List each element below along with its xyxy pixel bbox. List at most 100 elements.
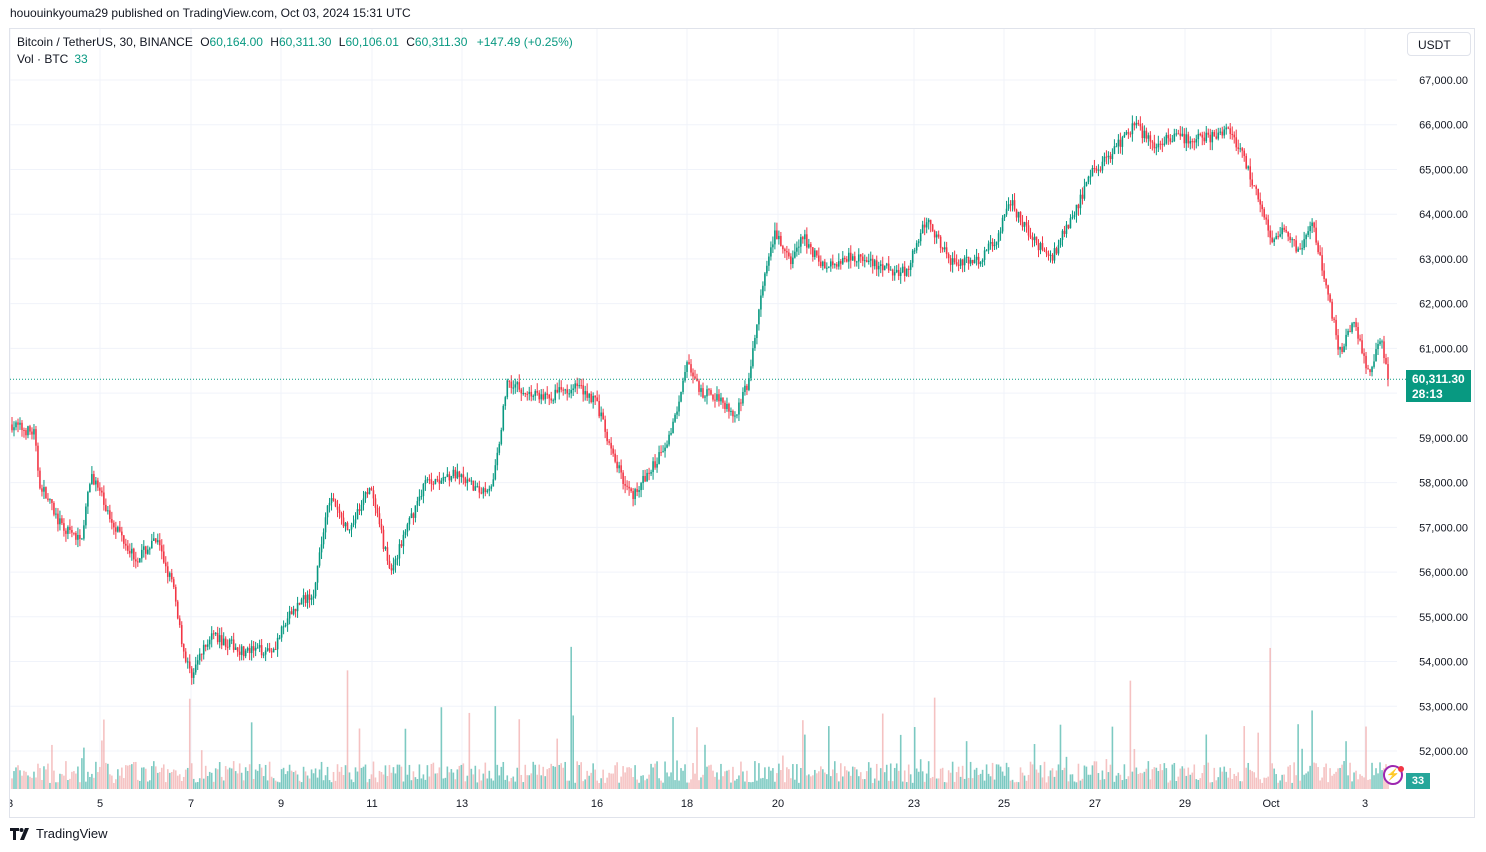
candle-body (224, 638, 227, 647)
volume-bar (945, 782, 948, 789)
candle-body (552, 400, 555, 402)
volume-bar (897, 770, 900, 789)
chart-pane[interactable]: 67,000.00 66,000.00 65,000.00 64,000.00 63,0… (9, 28, 1475, 818)
volume-bar (166, 769, 169, 789)
volume-bar (540, 775, 543, 789)
candle-body (166, 566, 169, 577)
price-chart[interactable]: 67,000.00 66,000.00 65,000.00 64,000.00 63,0… (10, 29, 1476, 819)
candle-body (696, 378, 698, 382)
volume-bar (143, 767, 145, 789)
volume-bar (506, 775, 509, 789)
candle-body (206, 644, 209, 647)
candle-body (642, 475, 644, 484)
candle-body (818, 255, 820, 262)
volume-bar (1153, 767, 1156, 789)
volume-bar (628, 767, 630, 789)
volume-bar (955, 772, 958, 789)
candle-body (145, 546, 147, 554)
candle-body (626, 485, 628, 487)
volume-label[interactable]: Vol · BTC (17, 52, 69, 66)
volume-bar (408, 764, 411, 789)
candle-body (158, 540, 161, 546)
candle-body (917, 241, 920, 244)
candle-body (1143, 130, 1146, 139)
candle-body (1039, 243, 1042, 251)
candle-body (1293, 239, 1295, 241)
candle-body (512, 387, 515, 389)
volume-bar (438, 767, 441, 789)
candle-body (89, 484, 91, 493)
footer-brand[interactable]: TradingView (10, 826, 108, 841)
candle-body (979, 262, 982, 265)
volume-bar (512, 776, 515, 789)
change-value: +147.49 (+0.25%) (476, 35, 573, 49)
candle-body (1033, 236, 1036, 241)
volume-bar (1329, 768, 1331, 789)
volume-bar (1107, 772, 1110, 789)
candle-body (250, 646, 253, 654)
volume-bar (1305, 773, 1307, 789)
candle-body (879, 264, 882, 266)
volume-bar (642, 775, 644, 789)
volume-bar (1147, 761, 1150, 789)
candle-body (1177, 133, 1180, 135)
candle-body (172, 579, 175, 588)
volume-bar (117, 769, 119, 789)
volume-bar (684, 764, 686, 789)
volume-bar (442, 778, 445, 789)
candle-body (87, 492, 89, 507)
candle-body (328, 502, 331, 506)
candle-body (832, 261, 834, 266)
candle-body (1063, 230, 1066, 234)
candle-body (867, 260, 870, 262)
volume-bar (478, 769, 481, 789)
volume-bar (51, 744, 53, 789)
candle-body (1383, 341, 1385, 359)
volume-bar (658, 778, 660, 789)
candle-body (550, 398, 553, 401)
volume-bar (160, 767, 163, 789)
candle-body (802, 237, 804, 240)
candle-body (925, 222, 928, 228)
volume-bar (1099, 779, 1102, 789)
volume-bar (346, 670, 349, 789)
symbol-title[interactable]: Bitcoin / TetherUS, 30, BINANCE (17, 35, 193, 49)
candle-body (1377, 344, 1379, 350)
candle-body (360, 504, 363, 512)
volume-bar (1159, 764, 1162, 789)
volume-bar (911, 782, 914, 789)
candle-body (1011, 200, 1014, 206)
candle-body (200, 653, 203, 655)
candle-body (756, 324, 758, 339)
volume-bar (256, 770, 259, 789)
candle-body (1359, 338, 1361, 341)
volume-bar (574, 782, 576, 789)
volume-bar (1111, 726, 1114, 789)
candle-body (538, 392, 541, 400)
candle-body (1029, 235, 1032, 238)
candle-body (566, 389, 568, 394)
volume-bar (824, 772, 826, 789)
volume-bar (272, 778, 275, 789)
volume-bar (660, 780, 662, 789)
volume-bar (536, 774, 539, 789)
volume-bar (546, 769, 549, 789)
candle-body (232, 639, 235, 650)
candle-body (1009, 204, 1012, 206)
y-tick-label: 63,000.00 (1419, 254, 1468, 266)
candle-body (424, 480, 427, 484)
candle-body (957, 264, 960, 266)
volume-bar (208, 771, 211, 789)
currency-button[interactable]: USDT (1407, 32, 1471, 56)
volume-bar (632, 777, 634, 789)
candle-body (841, 257, 844, 264)
volume-bar (1105, 759, 1108, 789)
volume-bar (328, 780, 331, 789)
open-value: 60,164.00 (209, 35, 263, 49)
volume-bar (123, 778, 125, 789)
candle-body (1137, 122, 1140, 124)
candle-body (610, 442, 612, 449)
volume-bar (428, 776, 431, 789)
candle-body (348, 529, 351, 531)
candle-body (682, 380, 684, 392)
